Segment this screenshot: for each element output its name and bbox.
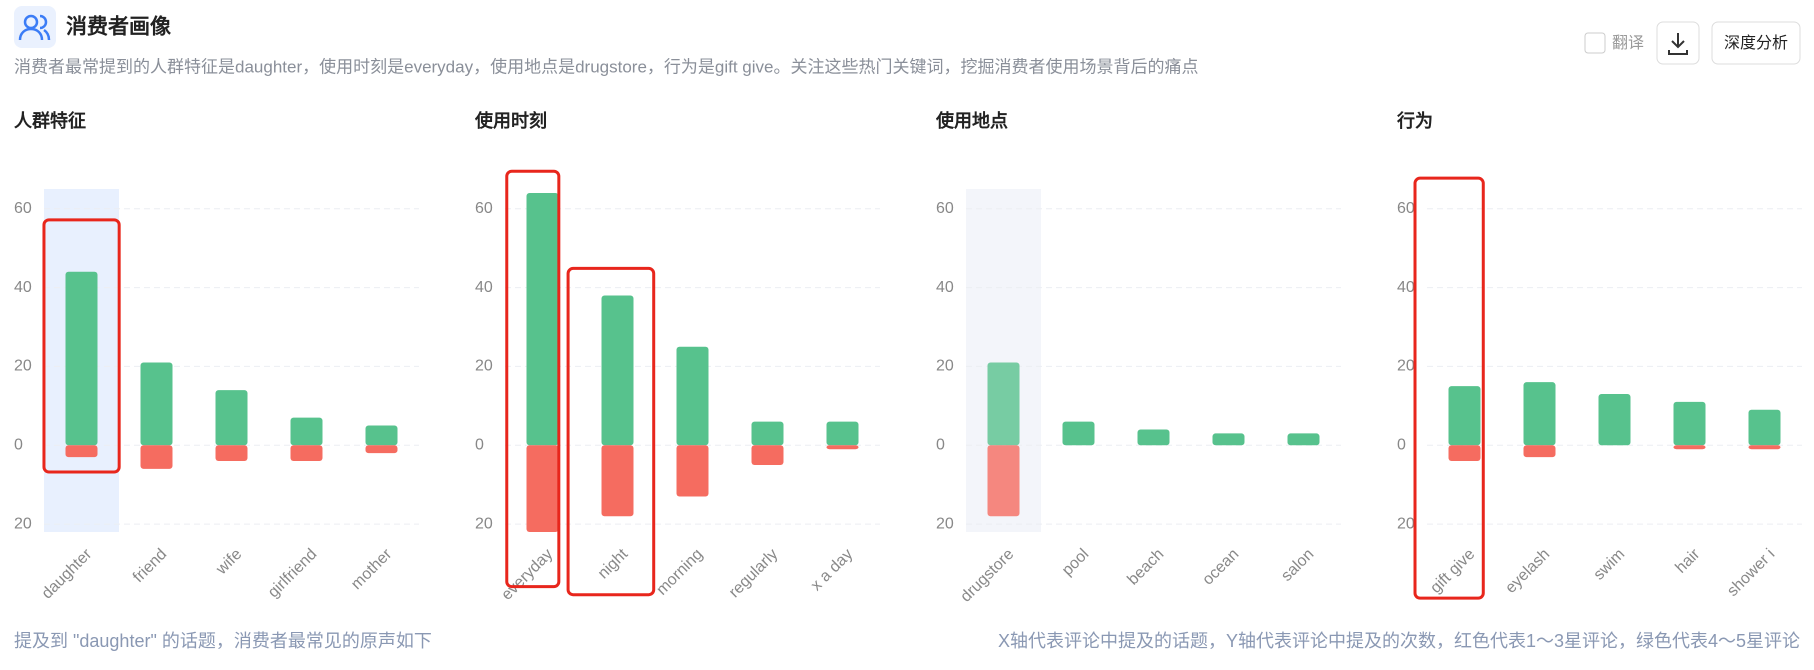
bar xyxy=(140,362,173,446)
annotation-box xyxy=(42,218,121,474)
y-tick-label: 0 xyxy=(475,436,484,453)
chart-title: 人群特征 xyxy=(14,110,86,131)
download-icon xyxy=(1668,33,1688,55)
annotation-box xyxy=(1413,176,1485,600)
y-tick-label: 40 xyxy=(14,279,32,296)
x-tick-label: x a day xyxy=(808,546,857,595)
footer-right: X轴代表评论中提及的话题，Y轴代表评论中提及的次数，红色代表1～3星评论，绿色代… xyxy=(998,631,1800,651)
bar xyxy=(1287,433,1320,446)
bar xyxy=(215,390,248,446)
chart-title: 使用地点 xyxy=(935,110,1008,131)
y-tick-label: 20 xyxy=(1397,358,1415,375)
analyze-label[interactable]: 深度分析 xyxy=(1724,34,1788,52)
bar xyxy=(65,445,98,458)
x-tick-label: beach xyxy=(1124,546,1167,589)
y-tick-label: 20 xyxy=(475,515,493,532)
x-tick-label: hair xyxy=(1672,545,1703,576)
bar xyxy=(365,445,398,454)
bar xyxy=(215,445,248,462)
x-tick-label: shower i xyxy=(1724,546,1778,600)
annotation-box xyxy=(566,266,656,597)
chart-title: 行为 xyxy=(1396,110,1433,131)
bar xyxy=(1212,433,1245,446)
bar xyxy=(1523,382,1556,446)
x-tick-label: girlfriend xyxy=(265,546,320,601)
header-title: 消费者画像 xyxy=(66,15,172,39)
bar xyxy=(526,445,559,532)
y-tick-label: 20 xyxy=(936,358,954,375)
translate-label[interactable]: 翻译 xyxy=(1612,34,1644,52)
x-tick-label: swim xyxy=(1591,546,1629,584)
x-tick-label: pool xyxy=(1059,546,1092,579)
bar xyxy=(751,445,784,465)
x-tick-label: eyelash xyxy=(1502,546,1553,597)
y-tick-label: 20 xyxy=(475,358,493,375)
annotation-box xyxy=(505,169,561,589)
y-tick-label: 60 xyxy=(14,200,32,217)
translate-checkbox[interactable] xyxy=(1584,32,1606,54)
bar xyxy=(365,425,398,446)
analyze-button[interactable] xyxy=(1711,21,1801,65)
bar xyxy=(601,295,634,446)
y-tick-label: 40 xyxy=(936,279,954,296)
footer-left: 提及到 "daughter" 的话题，消费者最常见的原声如下 xyxy=(14,631,432,651)
x-tick-label: wife xyxy=(212,546,245,579)
y-tick-label: 20 xyxy=(936,515,954,532)
bar xyxy=(676,445,709,497)
bar xyxy=(1673,445,1706,450)
bar xyxy=(1448,445,1481,462)
bar xyxy=(290,417,323,446)
x-tick-label: ocean xyxy=(1199,546,1242,589)
x-tick-label: drugstore xyxy=(957,546,1017,606)
x-tick-label: friend xyxy=(130,546,170,586)
y-tick-label: 60 xyxy=(475,200,493,217)
bar xyxy=(1748,409,1781,446)
bar xyxy=(676,346,709,446)
x-tick-label: daughter xyxy=(39,545,96,602)
x-tick-label: morning xyxy=(653,546,706,599)
bar xyxy=(1673,401,1706,446)
y-tick-label: 40 xyxy=(1397,279,1415,296)
x-tick-label: gift give xyxy=(1427,546,1478,597)
y-tick-label: 20 xyxy=(14,358,32,375)
y-tick-label: 40 xyxy=(475,279,493,296)
header-icon xyxy=(18,14,51,41)
bar xyxy=(987,362,1020,446)
chart-title: 使用时刻 xyxy=(474,110,547,131)
bar xyxy=(65,271,98,446)
y-tick-label: 0 xyxy=(1397,436,1406,453)
y-tick-label: 60 xyxy=(1397,200,1415,217)
bar xyxy=(1137,429,1170,446)
bar xyxy=(987,445,1020,517)
x-tick-label: salon xyxy=(1278,546,1317,585)
y-tick-label: 0 xyxy=(936,436,945,453)
bar xyxy=(526,192,559,446)
x-tick-label: night xyxy=(595,545,632,582)
bar xyxy=(1062,421,1095,446)
x-tick-label: regularly xyxy=(726,546,781,601)
bar xyxy=(826,445,859,450)
bar xyxy=(826,421,859,446)
y-tick-label: 20 xyxy=(14,515,32,532)
bar xyxy=(290,445,323,462)
y-tick-label: 0 xyxy=(14,436,23,453)
bar xyxy=(1748,445,1781,450)
y-tick-label: 60 xyxy=(936,200,954,217)
x-tick-label: mother xyxy=(348,545,396,593)
bar xyxy=(601,445,634,517)
bar xyxy=(140,445,173,469)
bar xyxy=(751,421,784,446)
bar xyxy=(1598,394,1631,446)
bar xyxy=(1523,445,1556,458)
y-tick-label: 20 xyxy=(1397,515,1415,532)
bar xyxy=(1448,386,1481,446)
header-description: 消费者最常提到的人群特征是daughter，使用时刻是everyday，使用地点… xyxy=(14,56,1199,76)
